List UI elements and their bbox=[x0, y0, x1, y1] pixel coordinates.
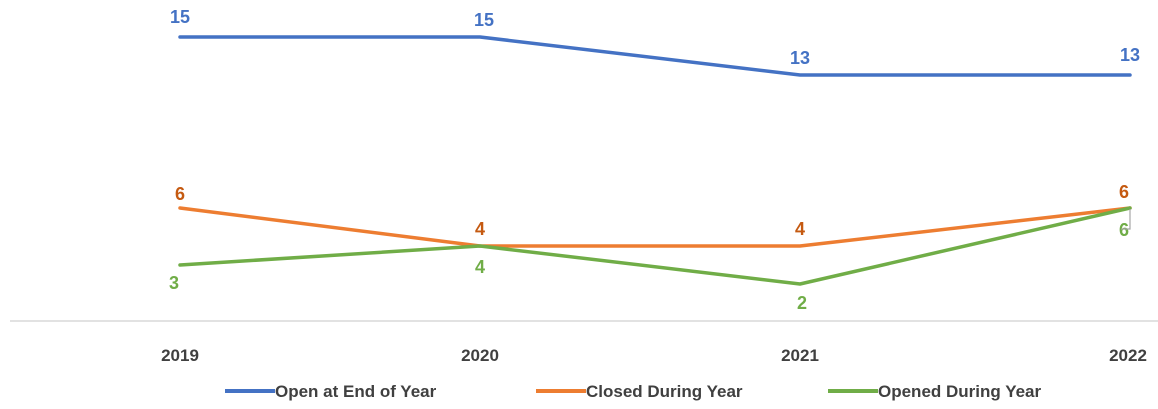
x-tick-label-2019: 2019 bbox=[161, 346, 199, 365]
data-label-closed-during-year-2021: 4 bbox=[795, 219, 805, 239]
label-leader-line bbox=[1121, 209, 1131, 230]
legend-item-opened-during-year: Opened During Year bbox=[828, 382, 1042, 401]
legend-label-open-at-end-of-year: Open at End of Year bbox=[275, 382, 437, 401]
data-label-open-at-end-of-year-2022: 13 bbox=[1120, 45, 1140, 65]
x-tick-label-2021: 2021 bbox=[781, 346, 819, 365]
data-label-closed-during-year-2022: 6 bbox=[1119, 182, 1129, 202]
series-line-opened-during-year bbox=[178, 206, 1132, 286]
x-tick-label-2020: 2020 bbox=[461, 346, 499, 365]
x-tick-label-2022: 2022 bbox=[1109, 346, 1147, 365]
data-label-open-at-end-of-year-2021: 13 bbox=[790, 48, 810, 68]
data-label-closed-during-year-2020: 4 bbox=[475, 219, 485, 239]
data-labels: 15 15 13 13 6 4 4 6 3 4 2 6 bbox=[169, 7, 1140, 313]
legend-label-opened-during-year: Opened During Year bbox=[878, 382, 1042, 401]
data-label-opened-during-year-2020: 4 bbox=[475, 257, 485, 277]
series-layer bbox=[178, 35, 1132, 286]
data-label-open-at-end-of-year-2020: 15 bbox=[474, 10, 494, 30]
series-line-closed-during-year bbox=[178, 206, 1132, 248]
data-label-opened-during-year-2022: 6 bbox=[1119, 220, 1129, 240]
data-label-open-at-end-of-year-2019: 15 bbox=[170, 7, 190, 27]
legend-label-closed-during-year: Closed During Year bbox=[586, 382, 743, 401]
data-label-opened-during-year-2019: 3 bbox=[169, 273, 179, 293]
data-label-closed-during-year-2019: 6 bbox=[175, 184, 185, 204]
data-label-opened-during-year-2021: 2 bbox=[797, 293, 807, 313]
series-line-open-at-end-of-year bbox=[178, 35, 1132, 77]
legend-item-closed-during-year: Closed During Year bbox=[536, 382, 743, 401]
x-axis-ticks: 2019 2020 2021 2022 bbox=[161, 346, 1147, 365]
legend-item-open-at-end-of-year: Open at End of Year bbox=[225, 382, 437, 401]
legend: Open at End of Year Closed During Year Ope… bbox=[225, 382, 1042, 401]
